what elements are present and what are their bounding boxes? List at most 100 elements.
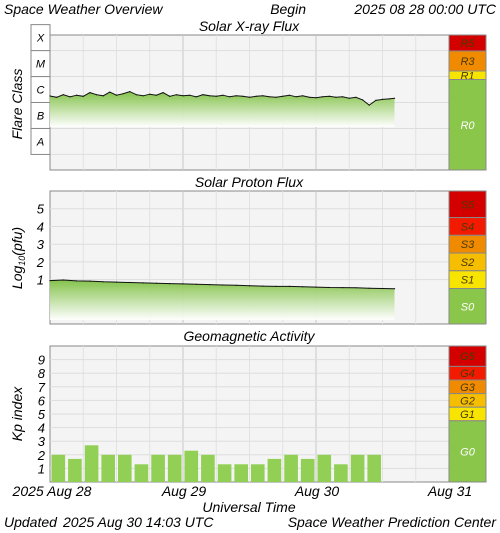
xray-point-21 <box>189 94 191 96</box>
xray-point-4 <box>76 94 78 96</box>
xray-point-36 <box>288 94 290 96</box>
xray-point-17 <box>162 92 164 94</box>
scale-label-G2: G2 <box>460 395 475 407</box>
xtick-0: 2025 Aug 28 <box>12 483 92 499</box>
kp-bar-9 <box>201 454 215 482</box>
xray-ylabel: Flare Class <box>9 69 25 140</box>
xray-point-25 <box>215 95 217 97</box>
scale-label-R0: R0 <box>460 120 475 132</box>
xray-point-42 <box>328 95 330 97</box>
kp-ytick-6: 6 <box>38 393 46 408</box>
geomag-title: Geomagnetic Activity <box>184 328 316 344</box>
xtick-2: Aug 30 <box>294 483 340 499</box>
proton-point-11 <box>195 283 197 285</box>
xray-point-5 <box>82 95 84 97</box>
kp-ytick-7: 7 <box>38 380 46 395</box>
kp-bar-17 <box>334 464 348 482</box>
xray-point-11 <box>122 93 124 95</box>
scale-label-G0: G0 <box>460 446 476 458</box>
kp-bar-1 <box>68 458 82 482</box>
proton-point-17 <box>275 285 277 287</box>
scale-S0 <box>448 288 487 325</box>
xray-point-27 <box>229 96 231 98</box>
proton-ytick-5: 5 <box>37 202 45 217</box>
begin-value: 2025 08 28 00:00 UTC <box>353 1 497 17</box>
xray-point-31 <box>255 95 257 97</box>
xray-point-9 <box>109 91 111 93</box>
xray-point-26 <box>222 94 224 96</box>
scale-label-R3: R3 <box>460 56 475 68</box>
flare-class-M: M <box>36 59 46 71</box>
kp-ytick-2: 2 <box>37 448 46 463</box>
xray-point-44 <box>342 96 344 98</box>
proton-point-26 <box>393 288 396 290</box>
xray-point-52 <box>393 97 396 99</box>
proton-point-6 <box>129 281 131 284</box>
xray-point-29 <box>242 95 244 97</box>
kp-bar-6 <box>151 454 165 482</box>
flare-class-box <box>30 24 51 52</box>
xray-title: Solar X-ray Flux <box>199 18 300 34</box>
kp-bar-19 <box>367 454 381 482</box>
kp-bar-10 <box>217 464 232 482</box>
kp-bar-18 <box>350 454 365 482</box>
scale-label-G3: G3 <box>460 382 476 394</box>
scale-label-S4: S4 <box>461 221 474 233</box>
scale-label-S5: S5 <box>461 199 475 211</box>
xray-point-37 <box>295 96 297 98</box>
proton-point-22 <box>342 287 344 289</box>
flare-class-C: C <box>37 85 45 97</box>
kp-bar-3 <box>101 454 115 482</box>
xray-point-46 <box>355 96 357 98</box>
proton-point-10 <box>182 283 184 285</box>
proton-point-13 <box>222 284 224 286</box>
xray-point-8 <box>102 95 104 97</box>
xray-point-3 <box>69 96 71 98</box>
kp-bar-16 <box>317 454 332 482</box>
kp-bar-11 <box>234 464 248 482</box>
scale-label-S3: S3 <box>461 239 475 251</box>
proton-point-3 <box>89 280 91 282</box>
xray-point-33 <box>268 96 270 98</box>
proton-point-19 <box>302 286 304 288</box>
xray-point-22 <box>195 96 197 98</box>
xray-point-0 <box>49 95 51 97</box>
proton-point-20 <box>315 286 317 288</box>
xray-point-40 <box>315 97 317 99</box>
xray-point-2 <box>62 94 64 96</box>
proton-point-5 <box>115 281 118 283</box>
updated-label: Updated <box>4 514 58 530</box>
proton-point-25 <box>381 287 384 290</box>
updated-value: 2025 Aug 30 14:03 UTC <box>62 514 214 530</box>
geomag-ylabel: Kp index <box>9 386 25 441</box>
proton-ytick-4: 4 <box>37 219 44 234</box>
xray-point-35 <box>282 95 284 97</box>
xray-point-50 <box>381 98 384 100</box>
proton-ytick-2: 2 <box>36 255 45 270</box>
kp-ytick-1: 1 <box>38 461 45 476</box>
xray-point-45 <box>348 97 350 99</box>
xray-point-18 <box>169 95 171 97</box>
kp-bar-15 <box>300 458 315 482</box>
proton-ytick-1: 1 <box>37 273 44 288</box>
proton-flux-fill <box>50 280 395 320</box>
kp-ytick-9: 9 <box>38 353 45 368</box>
kp-ytick-8: 8 <box>38 366 46 381</box>
xray-point-14 <box>142 95 144 97</box>
kp-bar-2 <box>84 445 99 482</box>
proton-point-15 <box>248 285 251 287</box>
xaxis-label: Universal Time <box>202 499 295 515</box>
xray-point-6 <box>89 92 91 94</box>
kp-bar-7 <box>167 454 182 482</box>
proton-point-4 <box>102 281 104 283</box>
xray-point-43 <box>335 96 337 98</box>
begin-label: Begin <box>270 1 306 17</box>
xray-point-47 <box>362 99 364 101</box>
xray-point-41 <box>322 96 324 98</box>
proton-title: Solar Proton Flux <box>195 174 304 190</box>
xray-point-30 <box>248 96 251 98</box>
kp-ytick-4: 4 <box>38 421 45 436</box>
kp-bar-4 <box>118 454 132 482</box>
xray-point-12 <box>129 91 131 93</box>
